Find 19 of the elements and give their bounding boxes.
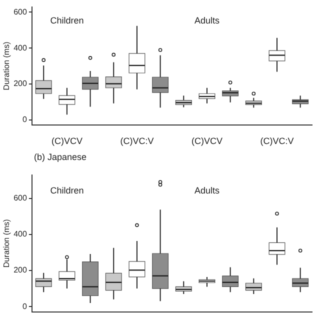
x-tick-label: (C)VCV (191, 136, 222, 146)
y-tick-label: 0 (22, 115, 28, 124)
x-tick-label: (C)VC:V (120, 136, 154, 146)
y-tick-label: 0 (22, 302, 28, 311)
y-axis-title: Duration (ms) (2, 41, 12, 90)
y-tick-label: 400 (14, 230, 28, 239)
y-axis-title: Duration (ms) (2, 218, 12, 268)
chart-title: (b) Japanese (33, 151, 88, 164)
x-tick-label: (C)VCV (51, 136, 82, 146)
y-tick-label: 600 (14, 7, 28, 16)
y-tick-label: 200 (14, 266, 28, 275)
annotation: Adults (194, 186, 220, 196)
annotation: Adults (194, 15, 220, 26)
y-tick-label: 400 (14, 43, 28, 52)
annotation: Children (50, 15, 84, 26)
y-tick-label: 600 (14, 193, 28, 202)
x-tick-label: (C)VC:V (260, 136, 294, 146)
y-tick-label: 200 (14, 79, 28, 88)
annotation: Children (50, 186, 84, 196)
